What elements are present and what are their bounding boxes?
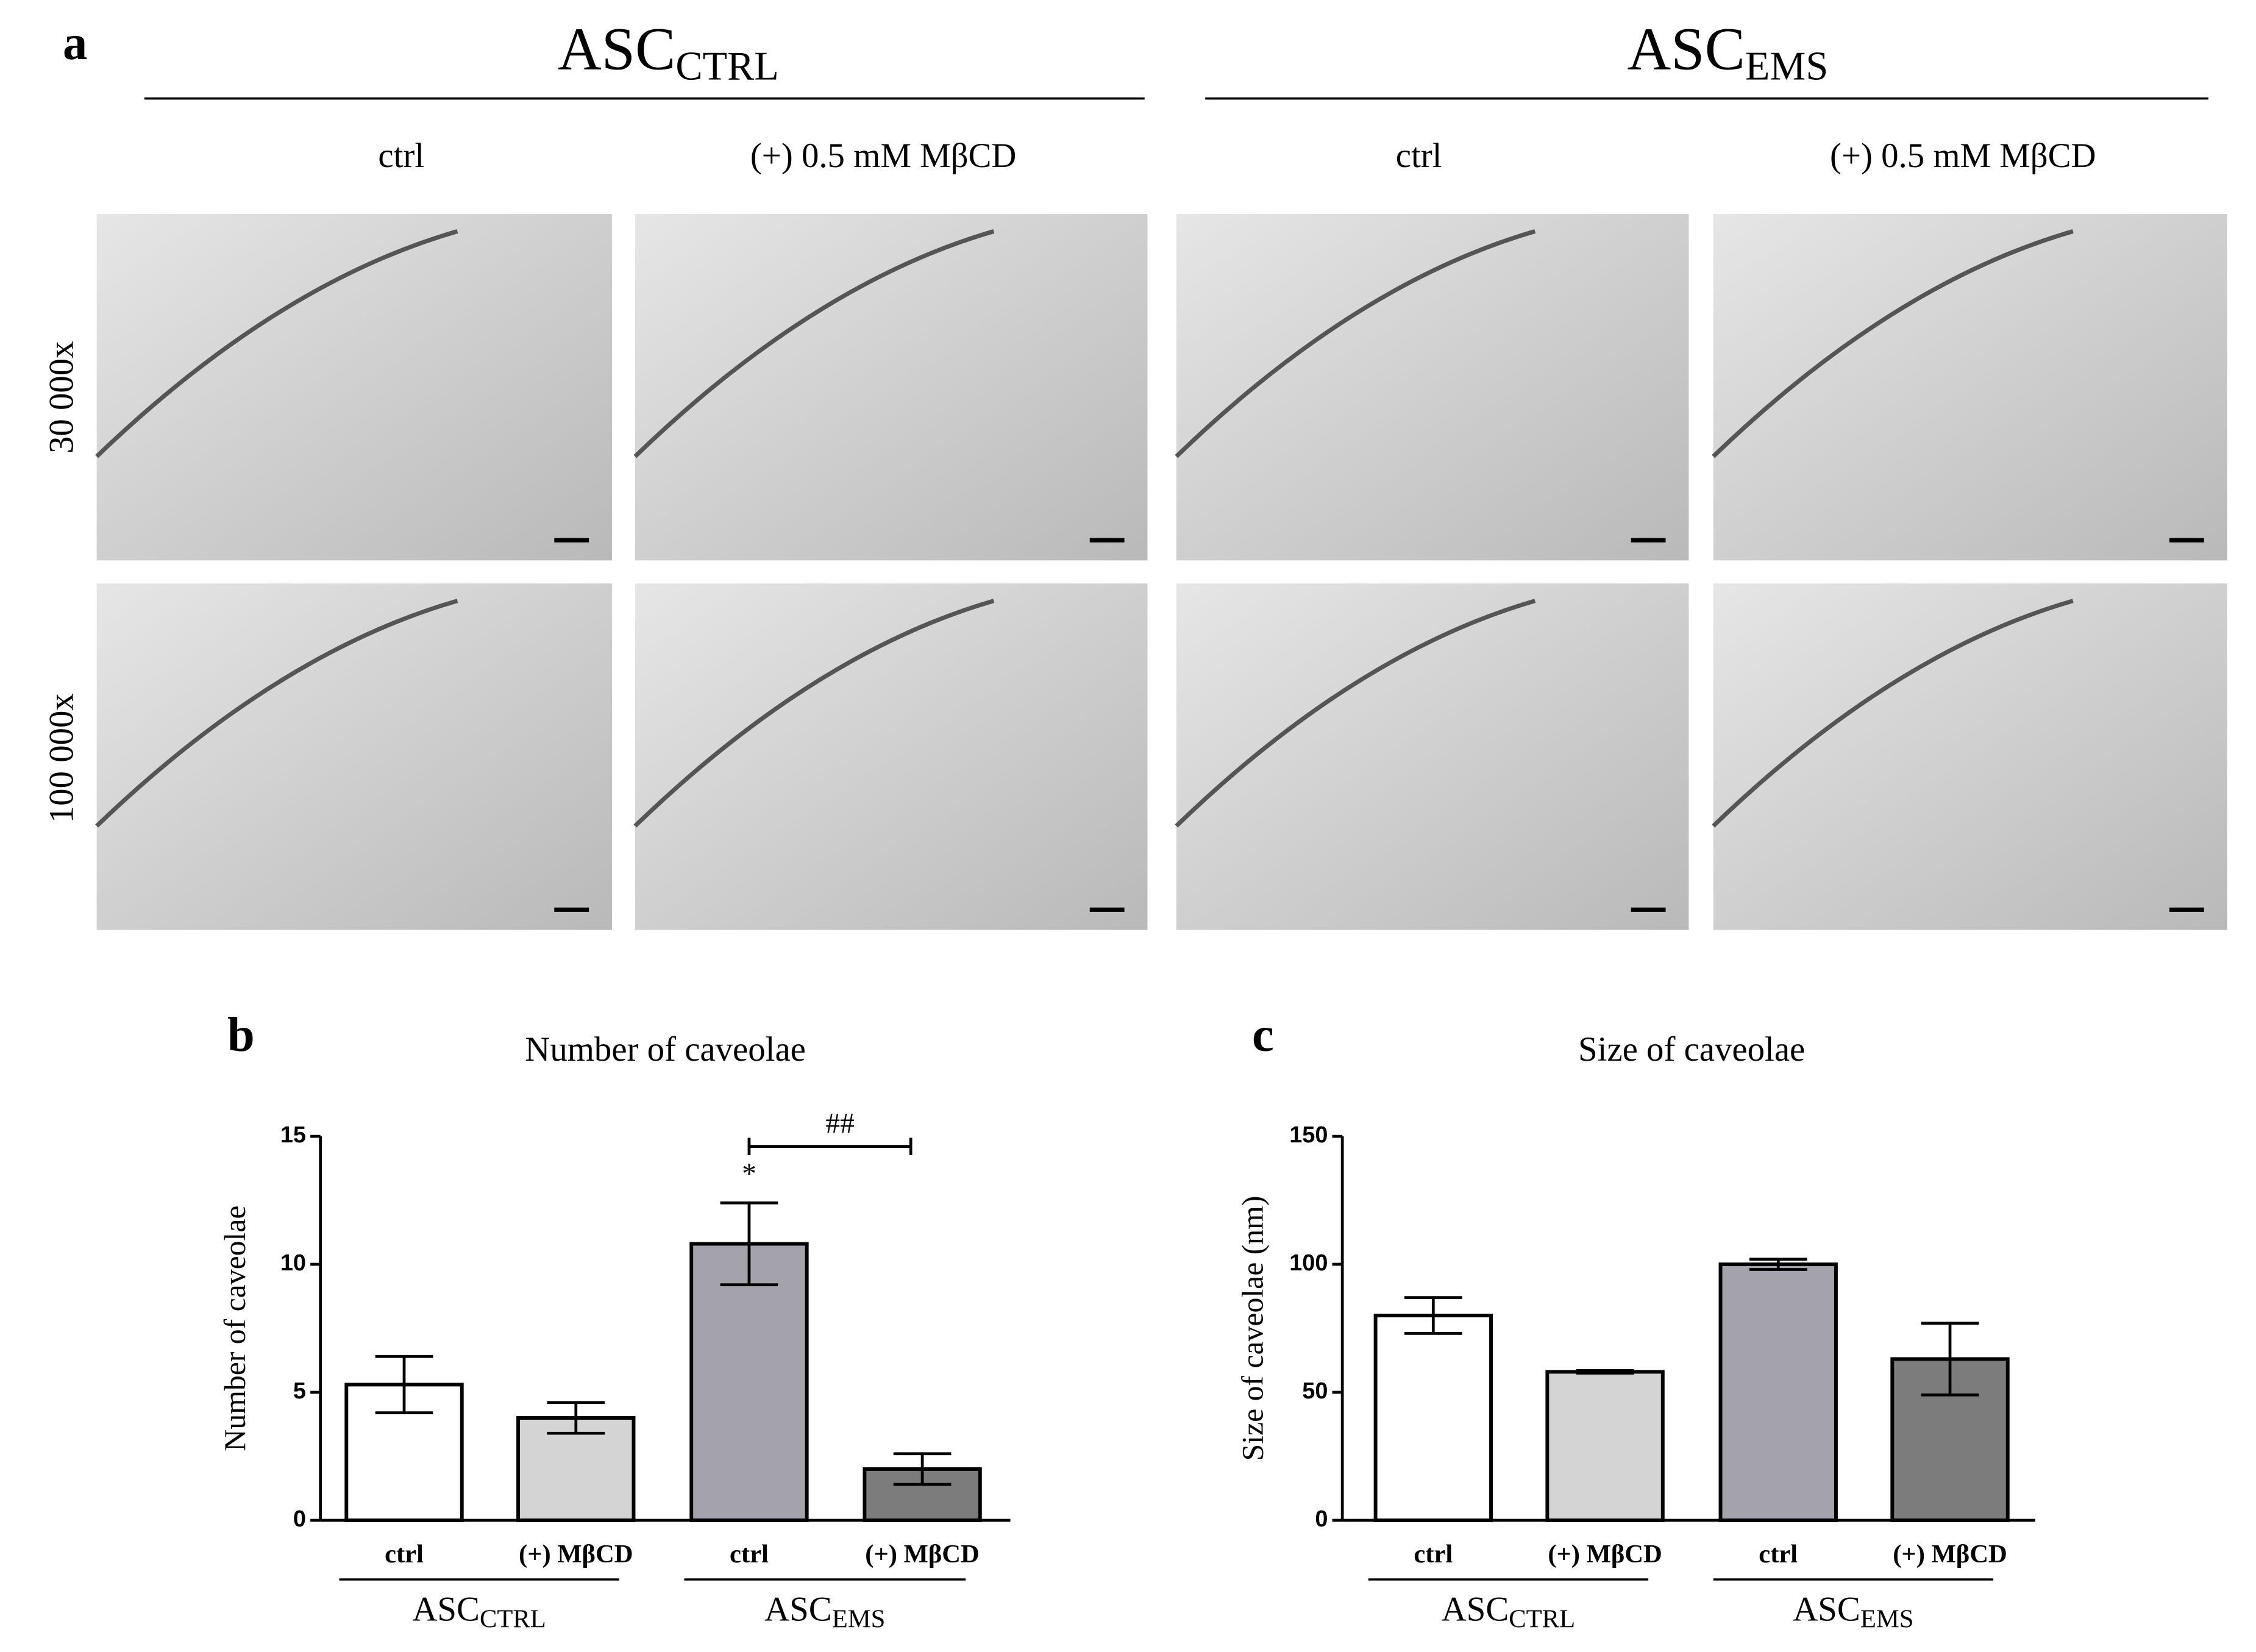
column-label: ctrl	[1396, 137, 1442, 175]
x-tick-label: ctrl	[730, 1540, 769, 1568]
membrane	[1712, 599, 2074, 828]
error-bar	[1404, 1296, 1462, 1335]
y-tick-label: 0	[1315, 1506, 1328, 1532]
group-label-main: ASC	[764, 1590, 832, 1629]
group-label-sub: CTRL	[480, 1604, 546, 1633]
x-tick-label: (+) MβCD	[1893, 1540, 2007, 1568]
group-label-main: ASC	[412, 1590, 480, 1629]
membrane	[1712, 229, 2074, 458]
x-tick-label: ctrl	[1414, 1540, 1453, 1568]
y-axis-label: Size of caveolae (nm)	[1236, 1196, 1269, 1461]
group-label-main: ASC	[1793, 1590, 1860, 1629]
x-tick-label: (+) MβCD	[519, 1540, 633, 1568]
row-label: 100 000x	[43, 693, 81, 823]
y-tick-label: 5	[293, 1378, 306, 1404]
y-tick-label: 50	[1302, 1378, 1328, 1404]
group-title: ASCEMS	[1627, 15, 1828, 88]
group-label: ASCEMS	[1793, 1590, 1913, 1634]
group-label-sub: EMS	[832, 1604, 886, 1633]
y-tick-label: 0	[293, 1506, 306, 1532]
group-title: ASCCTRL	[558, 15, 779, 88]
panel-letter: b	[227, 1008, 255, 1062]
membrane	[633, 229, 995, 458]
comparison-label: ##	[825, 1108, 854, 1139]
error-bar	[375, 1355, 433, 1414]
group-label-main: ASC	[1442, 1590, 1509, 1629]
bar	[1718, 1262, 1838, 1522]
column-label: (+) 0.5 mM MβCD	[750, 137, 1017, 175]
panel-letter: c	[1252, 1008, 1274, 1062]
x-tick-label: (+) MβCD	[865, 1540, 980, 1568]
x-tick-label: ctrl	[1759, 1540, 1798, 1568]
group-label: ASCCTRL	[1442, 1590, 1575, 1634]
y-axis-label: Number of caveolae	[218, 1205, 252, 1451]
error-bar	[547, 1401, 605, 1435]
chart-title: Size of caveolae	[1578, 1030, 1805, 1069]
bar	[1373, 1314, 1493, 1522]
y-tick-label: 15	[280, 1122, 306, 1148]
significance: *	[742, 1158, 756, 1190]
y-tick-label: 150	[1289, 1122, 1328, 1148]
row-label: 30 000x	[43, 341, 81, 454]
column-label: ctrl	[378, 137, 424, 175]
y-tick-label: 10	[280, 1250, 306, 1276]
group-label: ASCEMS	[764, 1590, 885, 1634]
group-label: ASCCTRL	[412, 1590, 546, 1634]
chart-title: Number of caveolae	[525, 1030, 806, 1069]
panel-letter: a	[63, 16, 87, 70]
bar	[1545, 1370, 1665, 1522]
membrane	[1175, 599, 1536, 828]
y-tick-label: 100	[1289, 1250, 1328, 1276]
comparison-bracket	[747, 1138, 913, 1155]
x-tick-label: ctrl	[385, 1540, 424, 1568]
group-title-main: ASC	[558, 15, 675, 82]
group-title-sub: EMS	[1745, 45, 1828, 89]
error-bar	[720, 1201, 778, 1287]
membrane	[95, 229, 458, 458]
membrane	[1175, 229, 1536, 458]
group-label-sub: CTRL	[1509, 1604, 1575, 1633]
column-label: (+) 0.5 mM MβCD	[1830, 137, 2096, 175]
group-title-sub: CTRL	[675, 45, 778, 89]
error-bar	[893, 1452, 952, 1486]
error-bar	[1576, 1369, 1634, 1375]
membrane	[633, 599, 995, 828]
x-tick-label: (+) MβCD	[1548, 1540, 1662, 1568]
error-bar	[1749, 1258, 1807, 1271]
group-title-main: ASC	[1627, 15, 1745, 82]
membrane	[95, 599, 458, 828]
group-label-sub: EMS	[1860, 1604, 1914, 1633]
error-bar	[1921, 1322, 1979, 1397]
